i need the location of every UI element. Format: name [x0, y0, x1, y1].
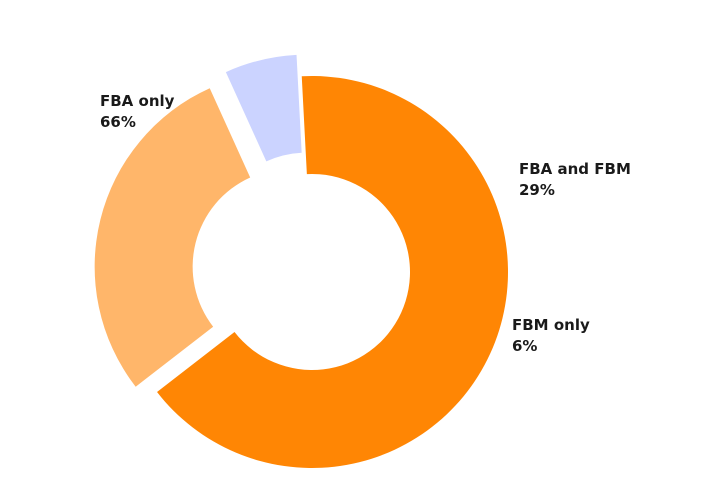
donut-slice: [157, 76, 509, 469]
donut-slice: [225, 54, 302, 162]
slice-label: FBA and FBM 29%: [519, 160, 631, 199]
slice-name: FBA only: [100, 92, 175, 110]
slice-label: FBA only 66%: [100, 92, 175, 131]
slice-name: FBA and FBM: [519, 160, 631, 178]
slice-percent: 66%: [100, 113, 136, 131]
labels-layer: FBA only 66% FBA and FBM 29% FBM only 6%: [100, 92, 631, 355]
slice-name: FBM only: [512, 316, 590, 334]
slices-layer: [94, 54, 509, 469]
donut-slice: [94, 88, 251, 387]
slice-percent: 6%: [512, 337, 537, 355]
slice-label: FBM only 6%: [512, 316, 590, 355]
slice-percent: 29%: [519, 181, 555, 199]
